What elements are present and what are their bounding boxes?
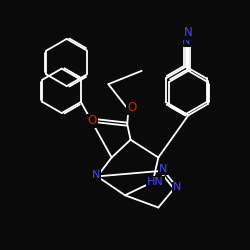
Text: N: N [159, 164, 167, 174]
Text: N: N [182, 36, 190, 46]
Text: HN: HN [147, 177, 164, 187]
Text: O: O [88, 114, 97, 127]
Text: O: O [127, 101, 136, 114]
Text: N: N [92, 170, 100, 180]
Text: N: N [173, 182, 182, 192]
Text: N: N [184, 26, 193, 39]
